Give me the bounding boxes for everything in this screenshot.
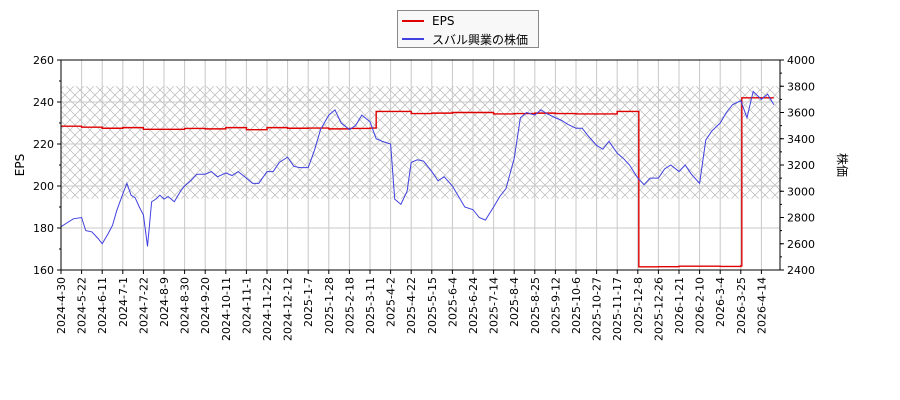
x-tick-label: 2025-8-4 xyxy=(508,277,521,327)
x-tick-label: 2024-8-9 xyxy=(158,277,171,327)
right-tick-label: 4000 xyxy=(787,54,815,67)
price-series-line xyxy=(60,90,775,247)
left-axis-ticks: 160 180 200 220 240 260 xyxy=(33,54,61,277)
legend-label-price: スバル興業の株価 xyxy=(432,32,529,47)
x-tick-label: 2025-4-22 xyxy=(405,277,418,334)
eps-series-line xyxy=(61,97,774,268)
x-tick-label: 2026-3-25 xyxy=(735,277,748,334)
x-tick-label: 2025-5-15 xyxy=(426,277,439,334)
right-tick-label: 2600 xyxy=(787,238,815,251)
right-axis-title: 株価 xyxy=(835,153,850,177)
hatched-band xyxy=(61,86,780,199)
legend-item-eps: EPS xyxy=(402,13,454,29)
x-axis-ticks: 2024-4-30 2024-5-22 2024-6-11 2024-7-1 2024-… xyxy=(55,270,768,341)
x-tick-label: 2024-4-30 xyxy=(55,277,68,334)
right-axis-ticks: 2400 2600 2800 3000 3200 3400 3600 3800 4000 xyxy=(780,54,815,277)
x-tick-label: 2024-10-11 xyxy=(220,277,233,341)
left-tick-label: 220 xyxy=(33,138,54,151)
left-tick-label: 240 xyxy=(33,96,54,109)
left-tick-label: 260 xyxy=(33,54,54,67)
legend: EPS スバル興業の株価 xyxy=(397,10,539,48)
right-tick-label: 2800 xyxy=(787,212,815,225)
x-tick-label: 2025-11-17 xyxy=(611,277,624,341)
left-axis-title: EPS xyxy=(13,154,27,176)
legend-item-price: スバル興業の株価 xyxy=(402,31,528,47)
x-tick-label: 2025-12-8 xyxy=(632,277,645,334)
x-tick-label: 2025-8-25 xyxy=(529,277,542,334)
right-tick-label: 3600 xyxy=(787,107,815,120)
x-tick-label: 2025-3-11 xyxy=(364,277,377,334)
x-tick-label: 2024-12-12 xyxy=(282,277,295,341)
left-tick-label: 180 xyxy=(33,222,54,235)
x-tick-label: 2024-7-1 xyxy=(117,277,130,327)
x-tick-label: 2025-1-7 xyxy=(302,277,315,327)
left-tick-label: 200 xyxy=(33,180,54,193)
right-tick-label: 3000 xyxy=(787,185,815,198)
x-tick-label: 2026-4-14 xyxy=(755,277,768,334)
x-tick-label: 2024-5-22 xyxy=(76,277,89,334)
x-tick-label: 2026-2-10 xyxy=(694,277,707,334)
x-tick-label: 2025-6-4 xyxy=(446,277,459,327)
x-tick-label: 2025-4-2 xyxy=(385,277,398,327)
x-tick-label: 2024-9-20 xyxy=(199,277,212,334)
x-tick-label: 2025-12-26 xyxy=(652,277,665,341)
x-tick-label: 2024-6-11 xyxy=(96,277,109,334)
x-tick-label: 2024-11-1 xyxy=(240,277,253,334)
x-tick-label: 2025-10-6 xyxy=(570,277,583,334)
x-tick-label: 2024-11-22 xyxy=(261,277,274,341)
x-tick-label: 2025-6-24 xyxy=(467,277,480,334)
legend-swatch-eps-icon xyxy=(402,20,424,22)
x-tick-label: 2026-1-21 xyxy=(673,277,686,334)
left-tick-label: 160 xyxy=(33,264,54,277)
x-tick-label: 2025-10-27 xyxy=(591,277,604,341)
legend-swatch-price-icon xyxy=(402,38,424,40)
right-tick-label: 2400 xyxy=(787,264,815,277)
x-tick-label: 2025-2-18 xyxy=(343,277,356,334)
legend-label-eps: EPS xyxy=(432,14,455,28)
x-tick-label: 2025-1-28 xyxy=(323,277,336,334)
right-tick-label: 3800 xyxy=(787,80,815,93)
x-tick-label: 2024-8-30 xyxy=(179,277,192,334)
x-tick-label: 2025-9-12 xyxy=(549,277,562,334)
right-tick-label: 3200 xyxy=(787,159,815,172)
x-tick-label: 2025-7-14 xyxy=(488,277,501,334)
x-tick-label: 2026-3-4 xyxy=(714,277,727,327)
right-tick-label: 3400 xyxy=(787,133,815,146)
x-tick-label: 2024-7-22 xyxy=(137,277,150,334)
